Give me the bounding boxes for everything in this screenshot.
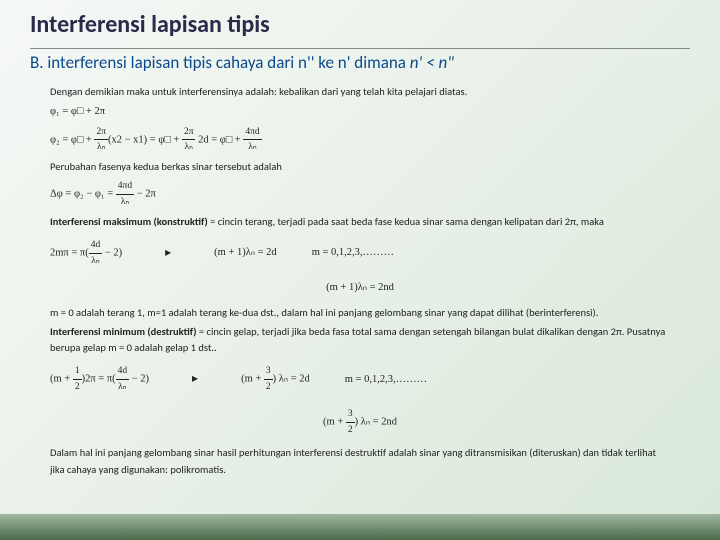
phi1-formula: φ₁ = φ□ + 2π [50,104,670,120]
constructive-result2-row: (m + 1)λₙ = 2nd [50,276,670,300]
destructive-m-range: m = 0,1,2,3,……… [345,372,427,388]
terang-text: m = 0 adalah terang 1, m=1 adalah terang… [50,305,670,321]
bottom-decoration [0,514,720,540]
constructive-m-range: m = 0,1,2,3,……… [312,245,394,261]
content-body: Dengan demikian maka untuk interferensin… [0,84,720,478]
title-underline [30,48,690,49]
arrow-icon: ▸ [165,244,171,263]
destructive-result2-row: (m + 32) λₙ = 2nd [50,403,670,441]
destructive-formula-row: (m + 12)2π = π(4dλₙ − 2) ▸ (m + 32) λₙ =… [50,360,670,398]
constructive-heading: Interferensi maksimum (konstruktif) = ci… [50,214,670,230]
arrow-icon: ▸ [192,370,198,389]
constructive-result: (m + 1)λₙ = 2d [214,245,277,261]
constructive-body: = cincin terang, terjadi pada saat beda … [208,215,604,228]
constructive-result2: (m + 1)λₙ = 2nd [326,280,394,296]
subtitle-prefix: B. interferensi lapisan tipis cahaya dar… [30,52,410,73]
phase-change-text: Perubahan fasenya kedua berkas sinar ter… [50,159,670,175]
conclusion-text: Dalam hal ini panjang gelombang sinar ha… [50,445,670,478]
page-title: Interferensi lapisan tipis [30,10,690,39]
delta-formula: Δφ = φ₂ − φ₁ = 4πdλₙ − 2π [50,179,670,209]
destructive-title: Interferensi minimum (destruktif) [50,325,197,338]
phi2-formula: φ₂ = φ□ + 2πλₙ(x2 − x1) = φ□ + 2πλₙ 2d =… [50,125,670,155]
constructive-formula-row: 2mπ = π(4dλₙ − 2) ▸ (m + 1)λₙ = 2d m = 0… [50,234,670,272]
destructive-heading: Interferensi minimum (destruktif) = cinc… [50,324,670,357]
page-subtitle: B. interferensi lapisan tipis cahaya dar… [0,52,720,81]
subtitle-condition: n' < n" [410,52,454,73]
intro-text: Dengan demikian maka untuk interferensin… [50,84,670,100]
constructive-title: Interferensi maksimum (konstruktif) [50,215,208,228]
